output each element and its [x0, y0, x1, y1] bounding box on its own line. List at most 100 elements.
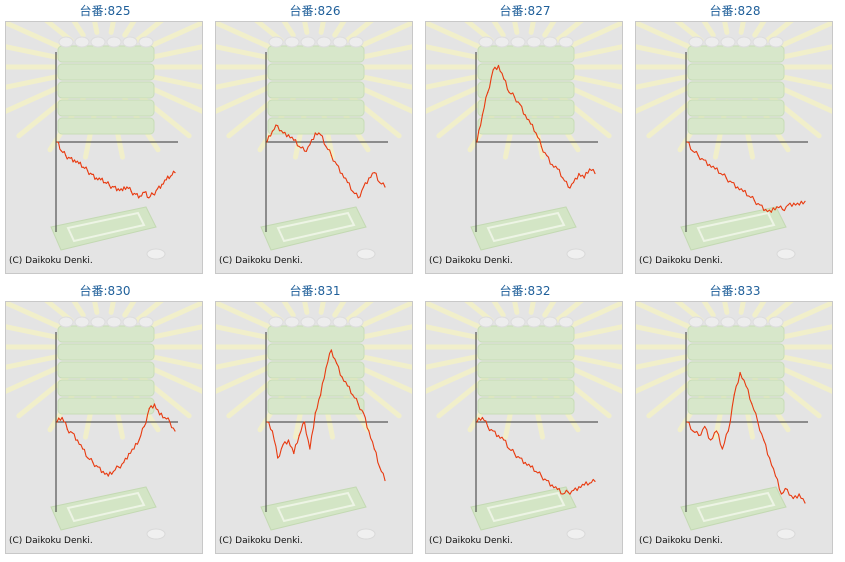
- sun-ray: [764, 22, 794, 44]
- coin-shape: [526, 36, 542, 48]
- coin-shape: [720, 36, 736, 48]
- chart-title-link[interactable]: 台番:826: [289, 4, 341, 18]
- chart-title-link[interactable]: 台番:827: [499, 4, 551, 18]
- sun-ray: [302, 302, 310, 315]
- chart-title-link[interactable]: 台番:833: [709, 284, 761, 298]
- coin-shape: [688, 316, 704, 328]
- chart-title-link[interactable]: 台番:828: [709, 4, 761, 18]
- chart-cell: 台番:832 (C) Daikoku Denki.: [420, 280, 630, 560]
- data-point: [133, 448, 135, 450]
- data-point: [792, 497, 794, 500]
- data-point: [362, 412, 365, 414]
- coin-box: [477, 379, 575, 397]
- data-point: [164, 416, 166, 419]
- sun-ray: [149, 354, 202, 370]
- data-point: [492, 430, 494, 432]
- sun-ray: [554, 22, 584, 44]
- coin-shape: [704, 36, 720, 48]
- sun-ray: [636, 83, 695, 114]
- chart-frame: (C) Daikoku Denki.: [5, 21, 203, 274]
- data-point: [82, 166, 84, 168]
- copyright-text: (C) Daikoku Denki.: [429, 536, 513, 546]
- data-point: [551, 484, 553, 486]
- copyright-text: (C) Daikoku Denki.: [429, 256, 513, 266]
- sun-ray: [254, 22, 284, 44]
- data-point: [153, 403, 156, 405]
- graph-svg: [636, 22, 832, 260]
- coin-box: [687, 343, 785, 361]
- sun-ray: [216, 83, 275, 114]
- data-point: [122, 190, 124, 192]
- data-point: [692, 430, 694, 432]
- data-point: [102, 470, 104, 473]
- sun-ray: [752, 22, 767, 38]
- data-point: [373, 172, 375, 174]
- sun-ray: [344, 302, 374, 324]
- data-point: [804, 502, 806, 504]
- data-point: [583, 177, 585, 179]
- sun-ray: [722, 302, 730, 315]
- data-point: [686, 141, 688, 143]
- data-point: [346, 385, 349, 387]
- sun-ray: [542, 22, 557, 38]
- coin-box: [267, 325, 365, 343]
- tray-inner: [486, 491, 566, 523]
- sun-ray: [143, 83, 202, 114]
- data-point: [56, 141, 58, 143]
- sun-ray: [512, 302, 520, 315]
- sun-ray: [6, 22, 65, 51]
- sun-ray: [359, 324, 412, 340]
- coin-shape: [736, 36, 752, 48]
- sun-ray: [353, 22, 412, 51]
- coin-box: [57, 361, 155, 379]
- data-point: [535, 132, 537, 134]
- data-point: [757, 421, 759, 423]
- sun-ray: [569, 354, 622, 370]
- sun-ray: [6, 354, 59, 370]
- data-point: [303, 421, 306, 423]
- coin-shape: [122, 316, 138, 328]
- coin-shape: [558, 316, 574, 328]
- coin-box: [687, 45, 785, 63]
- chart-frame: (C) Daikoku Denki.: [635, 21, 833, 274]
- tray-shape: [260, 486, 367, 531]
- data-point: [113, 186, 115, 188]
- graph-svg: [6, 302, 202, 540]
- sun-ray: [636, 74, 689, 90]
- data-point: [61, 416, 63, 419]
- data-point: [776, 206, 778, 208]
- sun-ray: [569, 324, 622, 340]
- data-point: [519, 457, 521, 459]
- sun-ray: [216, 363, 275, 394]
- data-point: [530, 466, 532, 468]
- chart-title-link[interactable]: 台番:832: [499, 284, 551, 298]
- chart-title-link[interactable]: 台番:831: [289, 284, 341, 298]
- data-point: [787, 204, 789, 206]
- data-point: [508, 448, 510, 450]
- data-point: [727, 430, 729, 432]
- data-point: [118, 466, 120, 468]
- sun-ray: [563, 83, 622, 114]
- data-point: [298, 434, 300, 437]
- data-point: [481, 114, 483, 116]
- data-point: [341, 172, 343, 175]
- data-point: [524, 461, 526, 464]
- backdrop-illustration: [426, 302, 622, 540]
- backdrop-illustration: [636, 302, 832, 540]
- coin-box: [477, 63, 575, 81]
- data-point: [519, 103, 521, 105]
- sun-ray: [344, 22, 374, 44]
- data-point: [130, 190, 132, 193]
- sun-ray: [636, 324, 689, 340]
- chart-title-link[interactable]: 台番:830: [79, 284, 131, 298]
- sun-ray: [122, 22, 137, 38]
- data-point: [503, 439, 505, 441]
- chart-title-link[interactable]: 台番:825: [79, 4, 131, 18]
- data-point: [271, 130, 273, 132]
- coin-shape: [332, 36, 348, 48]
- sun-ray: [353, 83, 412, 114]
- sun-ray: [563, 363, 622, 394]
- data-point: [774, 475, 777, 477]
- sun-ray: [71, 22, 86, 38]
- tray-inner: [66, 211, 146, 243]
